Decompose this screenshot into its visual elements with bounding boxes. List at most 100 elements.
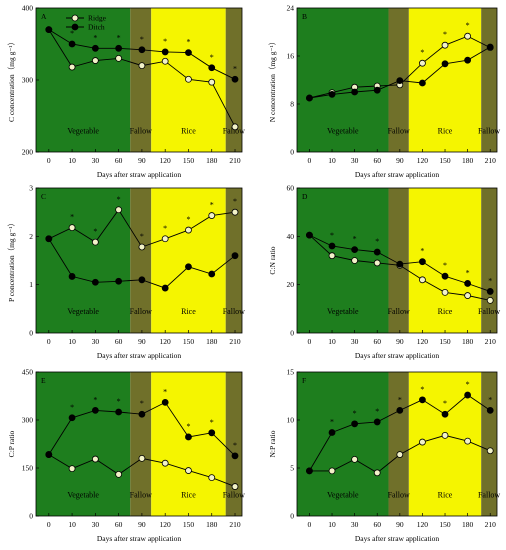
chart-panel-b: Vegetable Fallow Rice Fallow 0 8 16 24 0 10 30 60 90… [268,4,500,180]
y-axis-label: N concentration（mg g⁻¹） [268,38,277,123]
phase-band-vegetable [297,8,389,152]
x-tick-label: 180 [462,520,474,529]
data-point-ridge [441,431,449,439]
x-tick-label: 10 [68,156,76,165]
x-tick-label: 90 [396,337,404,346]
data-point-ditch [464,56,472,64]
x-axis-label: Days after straw application [97,534,182,543]
data-point-ditch [396,260,404,268]
x-tick-label: 120 [417,520,429,529]
y-tick-label: 24 [287,4,295,13]
significance-star: * [186,38,190,47]
significance-star: * [140,35,144,44]
x-tick-label: 180 [206,337,218,346]
y-tick-label: 0 [29,329,33,338]
phase-label-vegetable: Vegetable [327,307,359,316]
data-point-ridge [185,467,192,474]
x-tick-label: 10 [328,337,336,346]
x-tick-label: 180 [206,520,218,529]
x-tick-label: 120 [160,337,172,346]
chart-panel-e: Vegetable Fallow Rice Fallow 0 150 300 450 0 10 30… [7,368,245,544]
significance-star: * [210,53,214,62]
data-point-ridge [138,243,146,251]
y-tick-label: 0 [29,512,33,521]
data-point-ridge [208,474,216,482]
data-point-ditch [351,246,359,254]
panel-letter: F [302,376,306,385]
y-axis-label: P concentration（mg g⁻¹） [7,219,16,302]
phase-label-rice: Rice [181,490,196,499]
x-tick-label: 210 [485,520,497,529]
significance-star: * [70,213,74,222]
y-axis-label: C:N ratio [268,246,277,274]
significance-star: * [443,30,447,39]
data-point-ridge [419,59,426,67]
legend-marker-ridge [71,14,79,22]
y-tick-label: 450 [22,368,34,377]
data-point-ridge [161,235,169,243]
data-point-ditch [138,410,146,418]
x-tick-label: 0 [47,520,51,529]
y-tick-label: 0 [290,329,294,338]
chart-panel-a: Vegetable Fallow Rice Fallow 200 300 400 0 10 30 6… [7,4,245,180]
phase-band-fallow [130,188,152,333]
x-tick-label: 90 [396,520,404,529]
phase-band-fallow [388,372,409,516]
significance-star: * [466,268,470,277]
significance-star: * [488,395,492,404]
data-point-ditch [185,49,192,57]
data-point-ditch [328,242,336,250]
data-point-ridge [464,437,472,445]
x-tick-label: 210 [485,337,497,346]
y-tick-label: 16 [287,52,295,61]
x-tick-label: 30 [351,520,359,529]
significance-star: * [233,64,237,73]
phase-band-fallow [481,372,497,516]
y-tick-label: 40 [287,232,295,241]
significance-star: * [233,441,237,450]
data-point-ridge [91,455,99,463]
data-point-ridge [419,438,426,446]
data-point-ditch [91,44,99,52]
x-tick-label: 210 [229,337,241,346]
data-point-ridge [464,292,472,299]
data-point-ditch [486,288,494,295]
data-point-ditch [396,406,404,414]
plot-frame [35,187,243,334]
phase-label-fallow: Fallow [223,490,245,499]
y-tick-label: 300 [22,76,34,85]
data-point-ridge [185,226,192,234]
phase-label-vegetable: Vegetable [327,490,359,499]
y-tick-label: 400 [22,4,34,13]
data-point-ditch [231,452,239,460]
significance-star: * [353,235,357,244]
x-tick-label: 60 [115,337,123,346]
legend-label-ridge: Ridge [88,14,107,23]
phase-label-vegetable: Vegetable [67,307,99,316]
x-tick-label: 120 [417,337,429,346]
data-point-ridge [373,469,381,477]
significance-star: * [186,422,190,431]
significance-star: * [163,37,167,46]
data-point-ridge [138,62,146,69]
y-tick-label: 0 [290,148,294,157]
phase-band-rice [151,188,226,333]
panel-letter: D [302,192,308,201]
data-point-ridge [161,459,169,467]
x-tick-label: 210 [485,156,497,165]
x-tick-label: 0 [47,337,51,346]
data-point-ridge [68,63,76,71]
data-point-ridge [231,123,239,131]
x-tick-label: 60 [115,156,123,165]
phase-label-rice: Rice [438,126,453,135]
y-tick-label: 0 [290,512,294,521]
phase-label-fallow: Fallow [478,307,500,316]
data-point-ditch [351,420,359,428]
data-point-ditch [396,77,404,84]
x-tick-label: 180 [206,156,218,165]
significance-star: * [330,231,334,240]
significance-star: * [140,399,144,408]
y-axis-label: C concentration（mg g⁻¹） [7,38,16,122]
x-tick-label: 0 [308,520,312,529]
